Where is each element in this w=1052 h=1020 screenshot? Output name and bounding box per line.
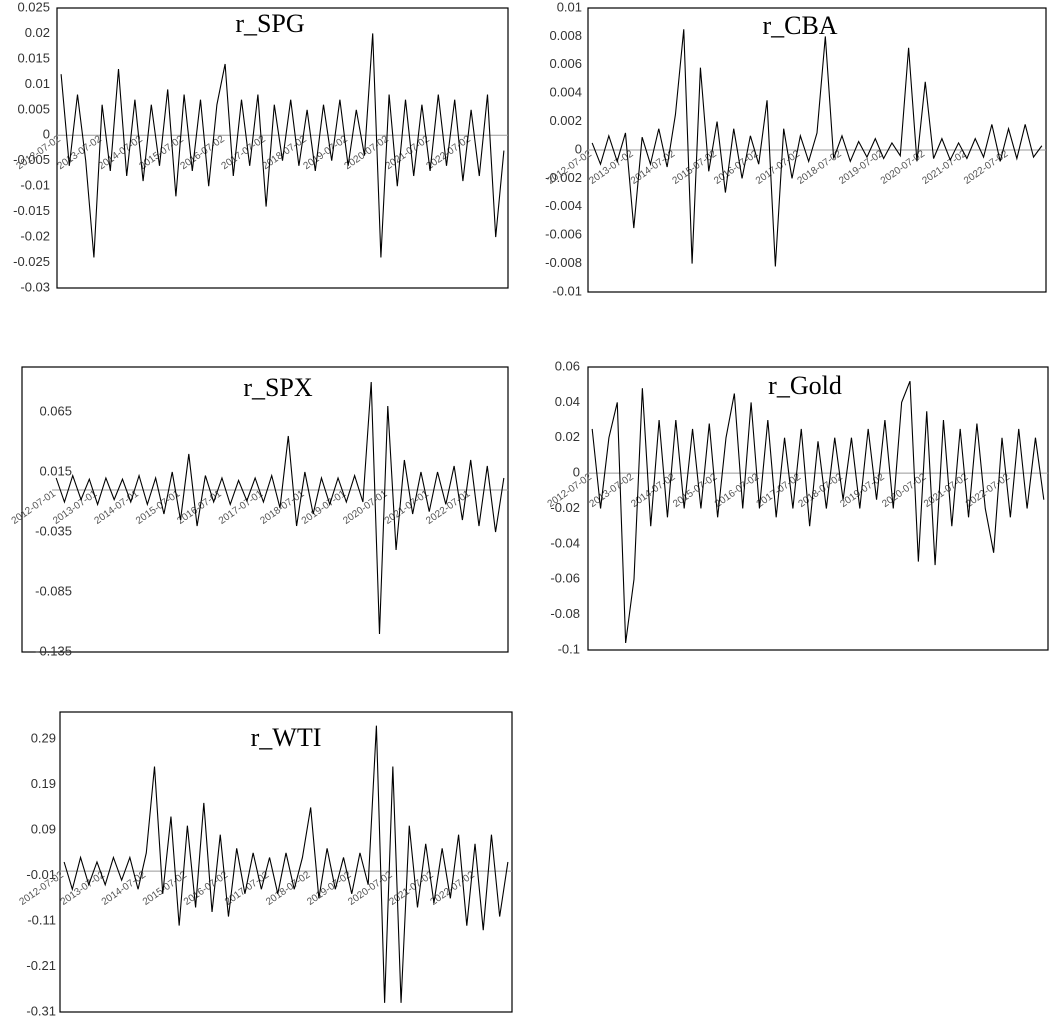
y-tick-label: 0.01 [557, 0, 582, 14]
x-tick-label: 2018-07-02 [797, 471, 846, 510]
series-line [60, 33, 505, 258]
y-tick-label: 0.29 [31, 731, 56, 746]
y-tick-label: -0.008 [545, 255, 582, 270]
y-tick-label: 0 [575, 141, 582, 156]
x-tick-label: 2013-07-02 [56, 133, 105, 172]
y-tick-label: -0.21 [26, 958, 56, 973]
chart-panel: 0.025 0.02 0.015 0.01 0.005 0 -0.005 -0.01 -0.01… [13, 0, 509, 294]
x-tick-label: 2021-07-02 [922, 471, 971, 510]
series-line [591, 380, 1045, 643]
x-tick-label: 2012-07-01 [10, 488, 59, 527]
y-tick-label: -0.01 [20, 178, 50, 193]
x-tick-label: 2017-07-01 [217, 488, 266, 527]
x-tick-label: 2016-07-02 [179, 133, 228, 172]
x-tick-label: 2019-07-01 [300, 488, 349, 527]
chart-border [56, 7, 509, 289]
x-tick-label: 2019-07-02 [302, 133, 351, 172]
y-tick-label: 0.19 [31, 776, 56, 791]
x-tick-label: 2021-07-02 [384, 133, 433, 172]
x-tick-label: 2013-07-02 [588, 471, 637, 510]
y-tick-label: 0 [43, 127, 50, 142]
chart-title: r_SPG [235, 9, 304, 38]
y-tick-label: -0.31 [26, 1003, 56, 1018]
y-tick-label: 0.065 [39, 403, 72, 418]
y-tick-label: 0.004 [549, 85, 582, 100]
x-tick-label: 2021-07-01 [383, 488, 432, 527]
chart-panel: 0.01 0.008 0.006 0.004 0.002 0 -0.002 -0.004 -0.… [545, 0, 1047, 298]
y-tick-label: 0.06 [555, 358, 580, 373]
x-tick-label: 2019-07-02 [837, 148, 886, 187]
y-tick-label: 0.015 [17, 50, 50, 65]
x-tick-label: 2016-07-02 [712, 148, 761, 187]
y-tick-label: -0.02 [550, 500, 580, 515]
y-tick-label: 0.006 [549, 56, 582, 71]
y-tick-label: -0.11 [27, 913, 56, 928]
y-tick-label: -0.01 [26, 867, 56, 882]
y-tick-label: -0.015 [13, 203, 50, 218]
x-tick-label: 2018-07-02 [795, 148, 844, 187]
y-tick-label: -0.02 [20, 229, 50, 244]
y-tick-label: 0.02 [25, 25, 50, 40]
chart-title: r_WTI [251, 723, 322, 752]
y-tick-label: -0.135 [35, 643, 72, 658]
y-tick-label: -0.005 [13, 152, 50, 167]
chart-border [587, 366, 1049, 651]
y-tick-label: 0.005 [17, 101, 50, 116]
y-tick-label: 0.002 [549, 113, 582, 128]
x-tick-label: 2018-07-02 [264, 869, 313, 908]
y-tick-label: 0.01 [25, 76, 50, 91]
x-tick-label: 2021-07-02 [920, 148, 969, 187]
chart-border [59, 711, 513, 1013]
y-tick-label: -0.002 [545, 170, 582, 185]
y-tick-label: 0.09 [31, 822, 56, 837]
x-tick-label: 2016-07-02 [182, 869, 231, 908]
y-tick-label: 0 [573, 465, 580, 480]
y-tick-label: 0.025 [17, 0, 50, 14]
y-tick-label: 0.04 [555, 394, 580, 409]
y-tick-label: -0.01 [552, 283, 582, 298]
chart-title: r_Gold [768, 371, 842, 400]
chart-title: r_SPX [243, 373, 313, 402]
chart-border [21, 366, 509, 653]
x-tick-label: 2013-07-02 [59, 869, 108, 908]
y-tick-label: -0.06 [550, 571, 580, 586]
series-line [63, 725, 509, 1003]
y-tick-label: -0.006 [545, 227, 582, 242]
y-tick-label: -0.03 [20, 279, 50, 294]
y-tick-label: -0.035 [35, 523, 72, 538]
x-tick-label: 2019-07-02 [305, 869, 354, 908]
y-tick-label: -0.004 [545, 198, 582, 213]
x-tick-label: 2015-07-01 [134, 488, 183, 527]
x-tick-label: 2015-07-02 [671, 471, 720, 510]
y-tick-label: -0.04 [550, 535, 580, 550]
y-tick-label: -0.1 [558, 641, 580, 656]
series-line [591, 29, 1043, 267]
y-tick-label: 0.008 [549, 28, 582, 43]
chart-title: r_CBA [762, 11, 837, 40]
series-line [55, 381, 505, 635]
y-tick-label: -0.08 [550, 606, 580, 621]
x-tick-label: 2014-07-02 [97, 133, 146, 172]
y-tick-label: -0.025 [13, 254, 50, 269]
x-tick-label: 2021-07-02 [387, 869, 436, 908]
chart-panel: 0.290.190.09-0.01-0.11-0.21-0.312012-07-… [18, 711, 513, 1018]
y-tick-label: 0.015 [39, 463, 72, 478]
x-tick-label: 2013-07-01 [51, 488, 100, 527]
chart-panel: 0.0650.015-0.035-0.085-0.1352012-07-0120… [10, 366, 509, 658]
chart-panel: 0.06 0.04 0.02 0 -0.02 -0.04 -0.06 -0.08 -0.1 201… [546, 358, 1049, 656]
y-tick-label: 0.02 [555, 429, 580, 444]
y-tick-label: -0.085 [35, 583, 72, 598]
x-tick-label: 2017-07-02 [754, 148, 803, 187]
